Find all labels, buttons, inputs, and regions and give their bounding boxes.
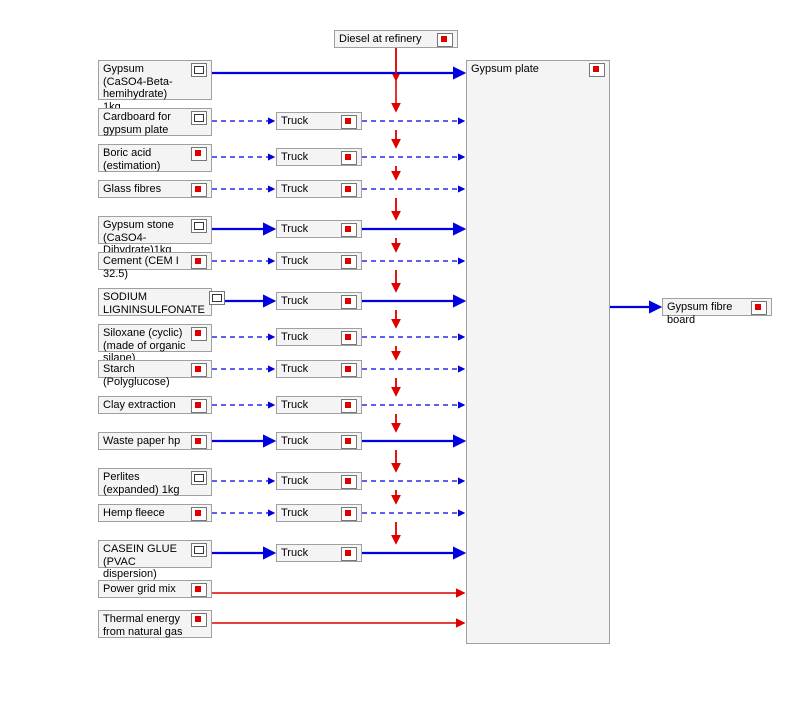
- input-8: Starch (Polyglucose): [98, 360, 212, 378]
- input-0-icon: [191, 63, 207, 77]
- truck-5-label: Truck: [281, 255, 339, 268]
- truck-5-icon: [341, 255, 357, 269]
- truck-11-icon: [341, 475, 357, 489]
- truck-7: Truck: [276, 328, 362, 346]
- truck-6-icon: [341, 295, 357, 309]
- input-11-label: Perlites (expanded) 1kg: [103, 471, 189, 496]
- truck-1-icon: [341, 115, 357, 129]
- input-12-icon: [191, 507, 207, 521]
- truck-12-icon: [341, 507, 357, 521]
- input-14-label: Power grid mix: [103, 583, 189, 596]
- input-0-label: Gypsum (CaSO4-Beta-hemihydrate) 1kg: [103, 63, 189, 114]
- diesel-refinery-node: Diesel at refinery: [334, 30, 458, 48]
- input-9-label: Clay extraction: [103, 399, 189, 412]
- gypsum-fibre-board-node-label: Gypsum fibre board: [667, 301, 749, 326]
- truck-9: Truck: [276, 396, 362, 414]
- truck-10-label: Truck: [281, 435, 339, 448]
- truck-9-icon: [341, 399, 357, 413]
- gypsum-plate-node-label: Gypsum plate: [471, 63, 587, 76]
- input-5-label: Cement (CEM I 32.5): [103, 255, 189, 280]
- input-5: Cement (CEM I 32.5): [98, 252, 212, 270]
- truck-1: Truck: [276, 112, 362, 130]
- truck-6: Truck: [276, 292, 362, 310]
- truck-13-icon: [341, 547, 357, 561]
- input-2-icon: [191, 147, 207, 161]
- truck-11-label: Truck: [281, 475, 339, 488]
- truck-6-label: Truck: [281, 295, 339, 308]
- truck-8-icon: [341, 363, 357, 377]
- truck-2-icon: [341, 151, 357, 165]
- input-15-label: Thermal energy from natural gas: [103, 613, 189, 638]
- gypsum-fibre-board-node-icon: [751, 301, 767, 315]
- input-6-label: SODIUM LIGNINSULFONATE: [103, 291, 207, 316]
- input-6-icon: [209, 291, 225, 305]
- gypsum-fibre-board-node: Gypsum fibre board: [662, 298, 772, 316]
- truck-4-icon: [341, 223, 357, 237]
- input-14: Power grid mix: [98, 580, 212, 598]
- input-2: Boric acid (estimation): [98, 144, 212, 172]
- truck-4-label: Truck: [281, 223, 339, 236]
- input-14-icon: [191, 583, 207, 597]
- truck-3-label: Truck: [281, 183, 339, 196]
- truck-10: Truck: [276, 432, 362, 450]
- input-3: Glass fibres: [98, 180, 212, 198]
- gypsum-plate-node: Gypsum plate: [466, 60, 610, 644]
- input-1-label: Cardboard for gypsum plate: [103, 111, 189, 136]
- input-11-icon: [191, 471, 207, 485]
- input-3-label: Glass fibres: [103, 183, 189, 196]
- input-13-label: CASEIN GLUE (PVAC dispersion): [103, 543, 189, 581]
- input-10-label: Waste paper hp: [103, 435, 189, 448]
- truck-10-icon: [341, 435, 357, 449]
- input-7: Siloxane (cyclic) (made of organic silan…: [98, 324, 212, 352]
- input-3-icon: [191, 183, 207, 197]
- input-8-icon: [191, 363, 207, 377]
- truck-5: Truck: [276, 252, 362, 270]
- input-12: Hemp fleece: [98, 504, 212, 522]
- truck-4: Truck: [276, 220, 362, 238]
- truck-12-label: Truck: [281, 507, 339, 520]
- diesel-refinery-node-label: Diesel at refinery: [339, 33, 435, 46]
- truck-2: Truck: [276, 148, 362, 166]
- truck-13: Truck: [276, 544, 362, 562]
- truck-12: Truck: [276, 504, 362, 522]
- input-6: SODIUM LIGNINSULFONATE: [98, 288, 212, 316]
- truck-2-label: Truck: [281, 151, 339, 164]
- input-15-icon: [191, 613, 207, 627]
- input-8-label: Starch (Polyglucose): [103, 363, 189, 388]
- truck-1-label: Truck: [281, 115, 339, 128]
- input-11: Perlites (expanded) 1kg: [98, 468, 212, 496]
- truck-7-icon: [341, 331, 357, 345]
- input-5-icon: [191, 255, 207, 269]
- input-12-label: Hemp fleece: [103, 507, 189, 520]
- input-13-icon: [191, 543, 207, 557]
- input-15: Thermal energy from natural gas: [98, 610, 212, 638]
- input-4: Gypsum stone (CaSO4-Dihydrate)1kg: [98, 216, 212, 244]
- truck-8-label: Truck: [281, 363, 339, 376]
- truck-8: Truck: [276, 360, 362, 378]
- input-1-icon: [191, 111, 207, 125]
- input-1: Cardboard for gypsum plate: [98, 108, 212, 136]
- input-9-icon: [191, 399, 207, 413]
- truck-9-label: Truck: [281, 399, 339, 412]
- truck-3: Truck: [276, 180, 362, 198]
- input-4-icon: [191, 219, 207, 233]
- truck-11: Truck: [276, 472, 362, 490]
- input-2-label: Boric acid (estimation): [103, 147, 189, 172]
- truck-3-icon: [341, 183, 357, 197]
- input-10-icon: [191, 435, 207, 449]
- gypsum-plate-node-icon: [589, 63, 605, 77]
- input-10: Waste paper hp: [98, 432, 212, 450]
- input-13: CASEIN GLUE (PVAC dispersion): [98, 540, 212, 568]
- truck-13-label: Truck: [281, 547, 339, 560]
- input-7-icon: [191, 327, 207, 341]
- input-0: Gypsum (CaSO4-Beta-hemihydrate) 1kg: [98, 60, 212, 100]
- input-9: Clay extraction: [98, 396, 212, 414]
- diesel-refinery-node-icon: [437, 33, 453, 47]
- truck-7-label: Truck: [281, 331, 339, 344]
